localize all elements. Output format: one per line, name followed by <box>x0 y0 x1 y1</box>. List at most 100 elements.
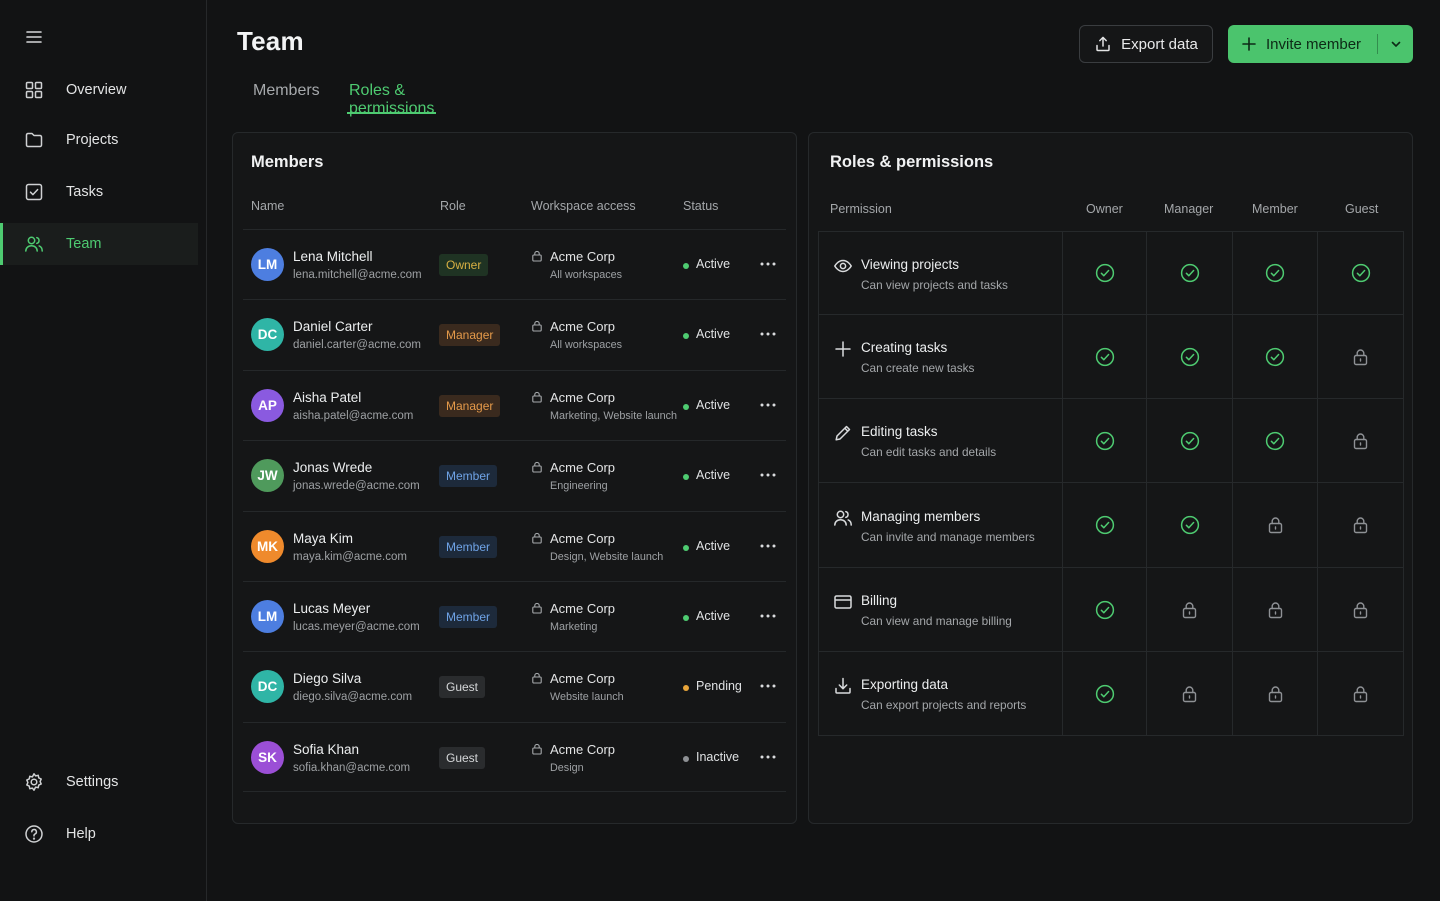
invite-member-button[interactable]: Invite member <box>1228 25 1413 63</box>
check-circle-icon <box>1180 347 1200 367</box>
permission-cell-manager <box>1146 568 1232 651</box>
member-name: Sofia Khan <box>293 741 360 757</box>
workspace-scope: Design, Website launch <box>550 550 664 563</box>
tab-roles-permissions[interactable]: Roles & permissions <box>347 78 437 117</box>
permission-cell-guest <box>1317 568 1403 651</box>
permission-cell-member <box>1232 483 1317 567</box>
more-actions-icon[interactable] <box>757 256 779 272</box>
lock-icon <box>1267 685 1284 703</box>
check-circle-icon <box>1095 600 1115 620</box>
lock-icon <box>1181 601 1198 619</box>
status-dot <box>683 755 689 762</box>
lock-icon <box>531 320 543 332</box>
table-row: SK Sofia Khan sofia.khan@acme.com Guest Acme… <box>243 721 786 792</box>
invite-member-label: Invite member <box>1266 35 1362 53</box>
more-actions-icon[interactable] <box>757 678 779 694</box>
status-dot <box>683 263 689 269</box>
table-row: MK Maya Kim maya.kim@acme.com Member Acme Co… <box>243 510 786 581</box>
workspace-org: Acme Corp <box>550 319 616 335</box>
table-row: LM Lena Mitchell lena.mitchell@acme.com Own… <box>243 229 786 299</box>
workspace-org: Acme Corp <box>550 460 616 476</box>
check-circle-icon <box>1095 263 1115 283</box>
permission-cell-owner <box>1062 568 1146 651</box>
column-header-workspace-access: Workspace access <box>531 199 636 213</box>
role-badge: Owner <box>439 254 489 276</box>
member-email: daniel.carter@acme.com <box>293 339 421 352</box>
sidebar-item-settings[interactable]: Settings <box>0 761 198 803</box>
permission-description: Can view projects and tasks <box>861 277 1008 292</box>
permission-cell-guest <box>1317 399 1403 482</box>
lock-icon <box>1267 516 1284 534</box>
workspace-org: Acme Corp <box>550 530 616 546</box>
sidebar-item-tasks[interactable]: Tasks <box>0 171 198 213</box>
check-circle-icon <box>1180 515 1200 535</box>
permission-row: Editing tasks Can edit tasks and details <box>819 399 1403 483</box>
status-dot <box>683 333 689 340</box>
status-badge: Active <box>696 538 731 553</box>
more-actions-icon[interactable] <box>757 467 779 483</box>
split-divider <box>1377 34 1378 54</box>
invite-options-dropdown[interactable] <box>1378 25 1413 63</box>
avatar: JW <box>251 459 284 493</box>
more-actions-icon[interactable] <box>757 326 779 342</box>
member-email: sofia.khan@acme.com <box>293 761 411 774</box>
invite-member-main[interactable]: Invite member <box>1228 25 1377 63</box>
sidebar: Overview Projects Tasks Team Settings He… <box>0 0 207 901</box>
permission-name: Exporting data <box>861 676 949 692</box>
permission-cell-guest <box>1317 483 1403 567</box>
member-email: maya.kim@acme.com <box>293 550 407 563</box>
gear-icon <box>24 772 44 792</box>
status-dot <box>683 615 689 621</box>
roles-panel-title: Roles & permissions <box>830 153 994 171</box>
workspace-org: Acme Corp <box>550 389 616 405</box>
permission-cell-owner <box>1062 232 1146 314</box>
lock-icon <box>531 743 543 755</box>
download-icon <box>833 676 853 696</box>
member-email: diego.silva@acme.com <box>293 691 413 704</box>
lock-icon <box>1352 432 1369 450</box>
check-circle-icon <box>1095 515 1115 535</box>
workspace-scope: Design <box>550 761 584 774</box>
member-email: lena.mitchell@acme.com <box>293 269 422 281</box>
grid-icon <box>24 80 44 100</box>
more-actions-icon[interactable] <box>757 749 779 765</box>
permission-cell-owner <box>1062 652 1146 735</box>
check-circle-icon <box>1095 431 1115 451</box>
lock-icon <box>1352 516 1369 534</box>
lock-icon <box>1352 348 1369 366</box>
menu-icon[interactable] <box>24 27 44 47</box>
sidebar-item-overview[interactable]: Overview <box>0 69 198 111</box>
lock-icon <box>1181 685 1198 703</box>
member-name: Jonas Wrede <box>293 460 373 476</box>
status-badge: Pending <box>696 679 742 694</box>
tab-members[interactable]: Members <box>253 82 320 99</box>
sidebar-item-help[interactable]: Help <box>0 813 198 855</box>
table-row: JW Jonas Wrede jonas.wrede@acme.com Member A… <box>243 440 786 510</box>
column-header-permission: Permission <box>830 202 892 216</box>
more-actions-icon[interactable] <box>757 538 779 554</box>
sidebar-item-projects[interactable]: Projects <box>0 119 198 161</box>
users-icon <box>24 234 44 254</box>
permission-cell-member <box>1232 232 1317 314</box>
role-badge: Manager <box>439 324 501 347</box>
permission-cell-guest <box>1317 315 1403 398</box>
permission-description: Can create new tasks <box>861 361 975 375</box>
lock-icon <box>531 602 543 614</box>
more-actions-icon[interactable] <box>757 397 779 413</box>
permission-cell-guest <box>1317 232 1403 314</box>
column-header-guest: Guest <box>1345 202 1379 216</box>
eye-icon <box>833 256 853 276</box>
table-row: DC Diego Silva diego.silva@acme.com Guest Ac… <box>243 651 786 721</box>
permission-name: Viewing projects <box>861 256 960 272</box>
status-badge: Inactive <box>696 749 740 764</box>
permission-name: Creating tasks <box>861 340 948 355</box>
sidebar-item-team[interactable]: Team <box>0 223 198 265</box>
more-actions-icon[interactable] <box>757 608 779 624</box>
column-header-manager: Manager <box>1164 202 1214 216</box>
lock-icon <box>531 391 543 403</box>
role-badge: Member <box>439 606 498 628</box>
status-badge: Active <box>696 609 731 623</box>
sidebar-item-label: Help <box>66 826 96 842</box>
lock-icon <box>531 672 543 684</box>
export-data-button[interactable]: Export data <box>1079 25 1213 63</box>
